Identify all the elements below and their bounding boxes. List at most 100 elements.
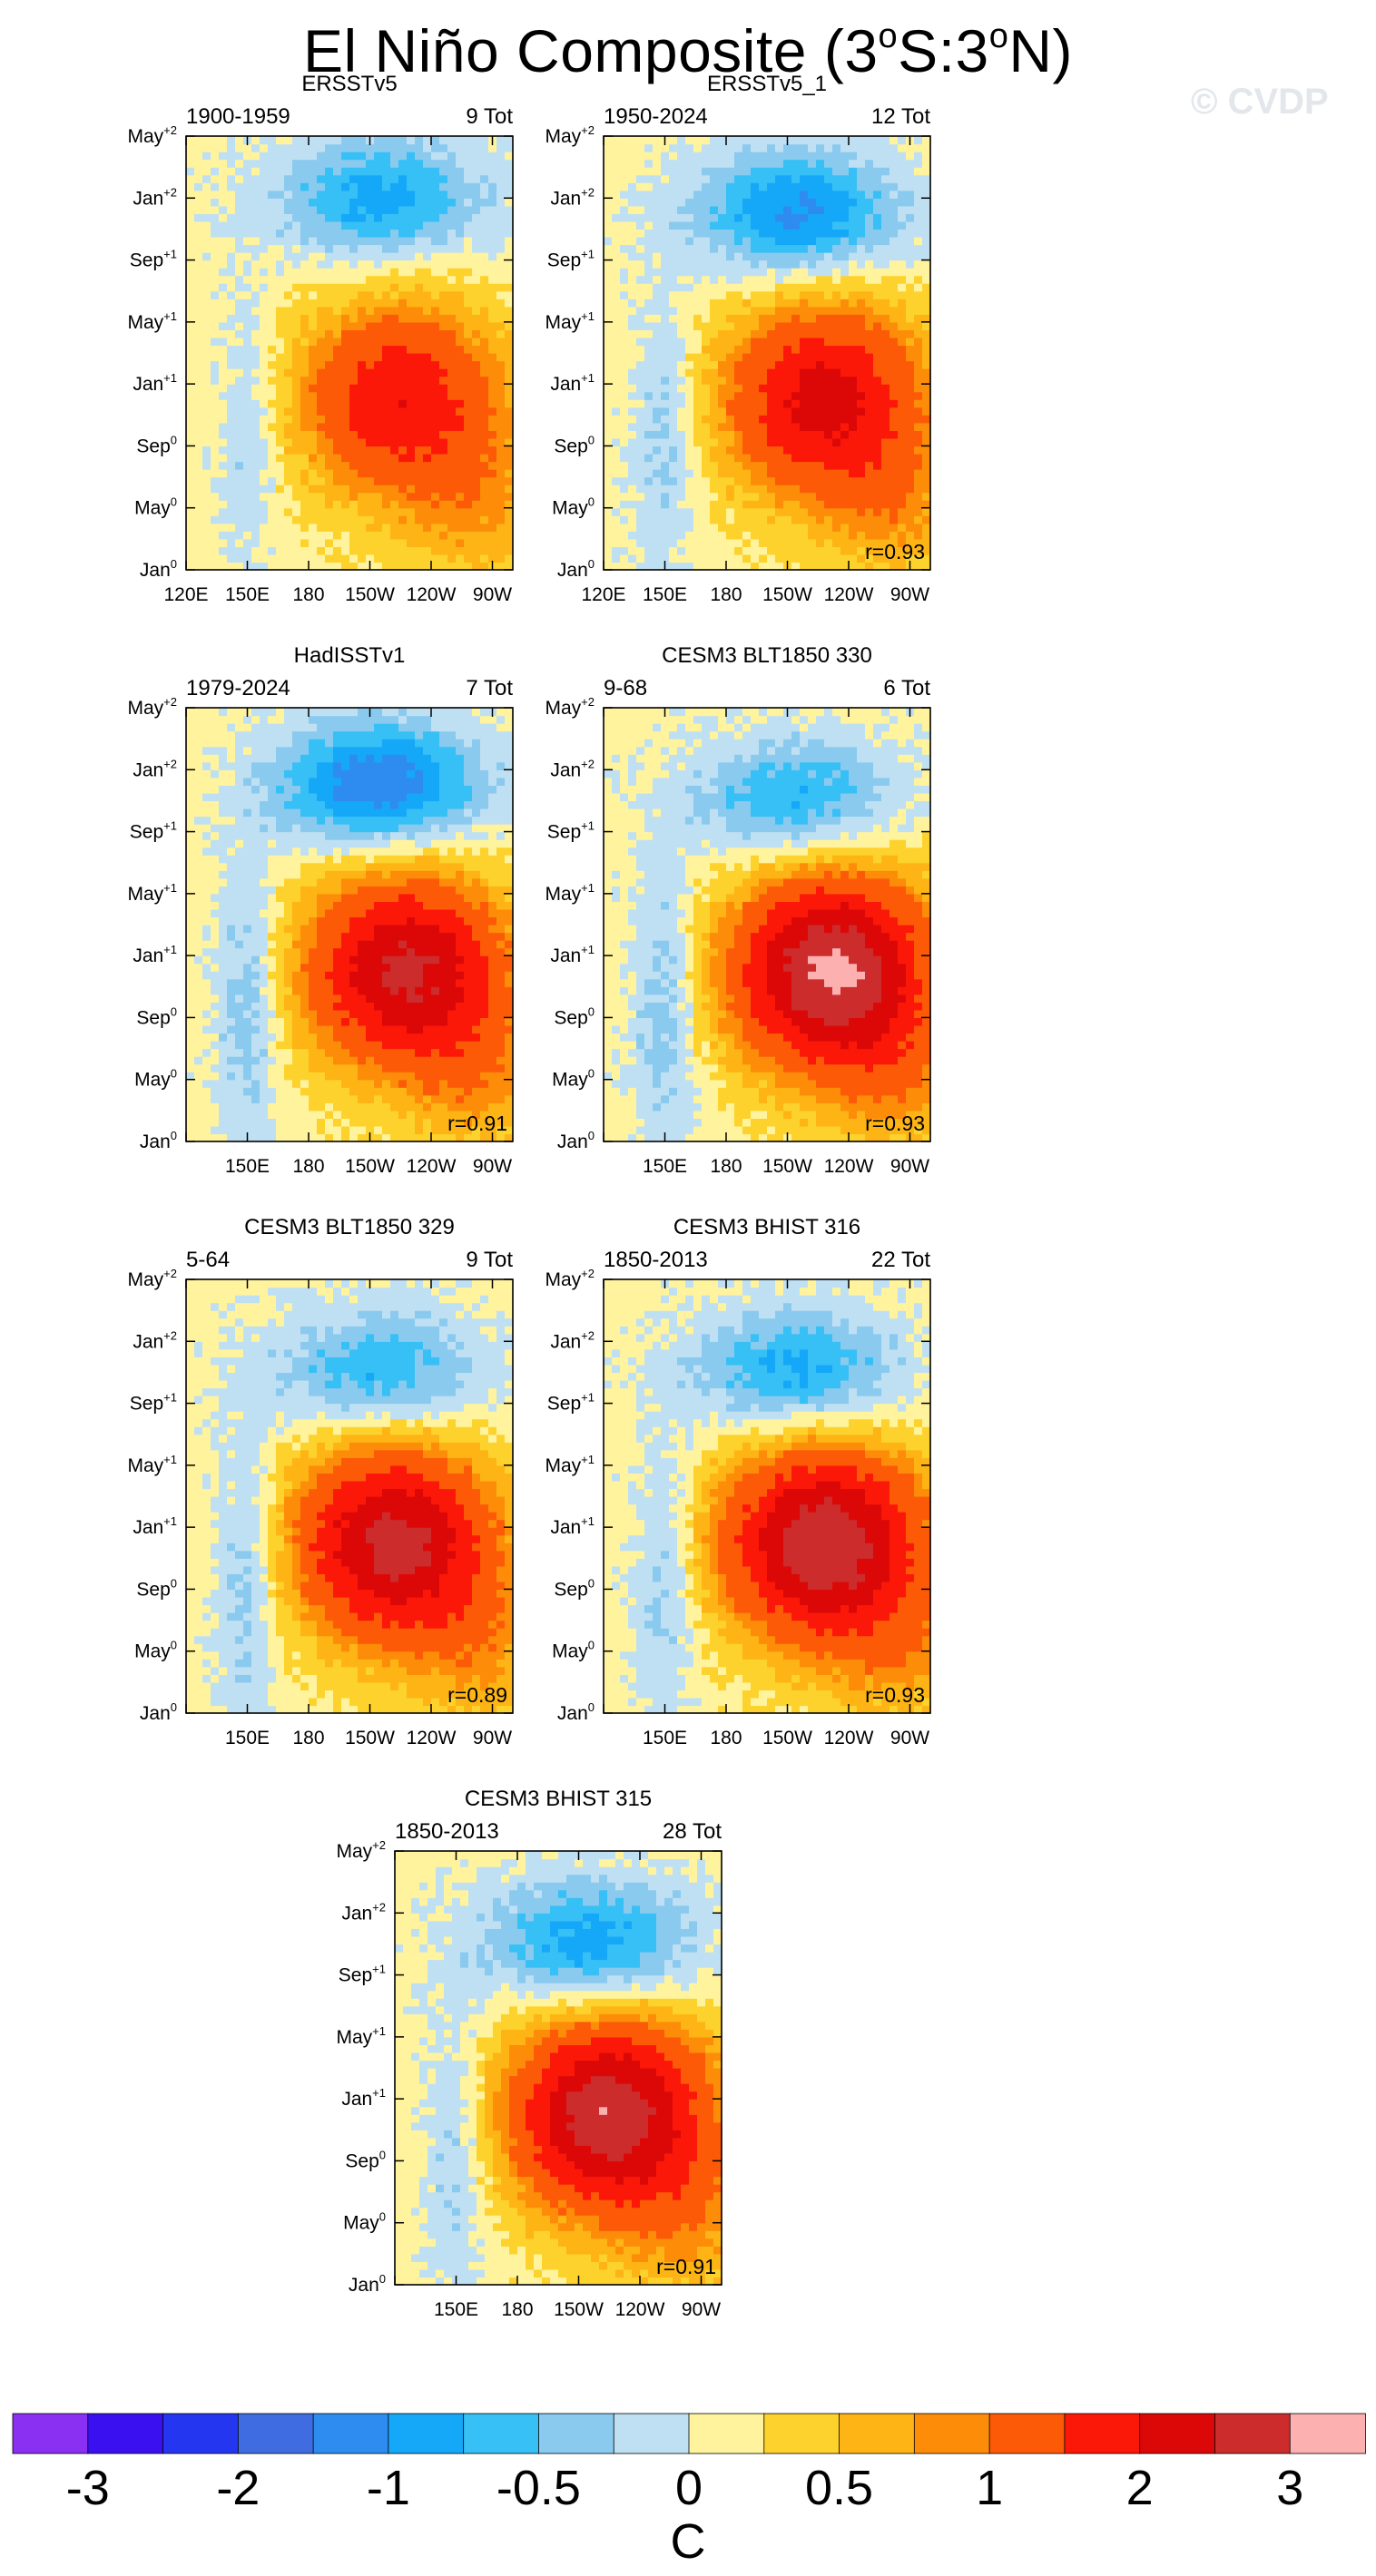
heatmap-cell — [906, 476, 915, 485]
heatmap-cell — [751, 492, 760, 501]
heatmap-cell — [268, 275, 277, 284]
heatmap-cell — [472, 321, 481, 330]
heatmap-cell — [767, 399, 776, 408]
heatmap-cell — [456, 399, 465, 408]
heatmap-cell — [873, 306, 882, 315]
heatmap-cell — [644, 376, 654, 385]
heatmap-cell — [677, 167, 686, 176]
heatmap-cell — [235, 152, 244, 161]
heatmap-cell — [767, 461, 776, 470]
heatmap-cell — [881, 268, 890, 277]
heatmap-cell — [341, 430, 350, 439]
heatmap-cell — [718, 492, 727, 501]
heatmap-cell — [325, 167, 334, 176]
heatmap-cell — [202, 345, 211, 354]
heatmap-cell — [211, 901, 220, 910]
heatmap-cell — [341, 182, 350, 191]
heatmap-cell — [653, 190, 662, 199]
heatmap-cell — [808, 236, 817, 246]
heatmap-cell — [742, 453, 752, 463]
heatmap-cell — [791, 553, 801, 563]
heatmap-cell — [685, 244, 694, 253]
heatmap-cell — [718, 198, 727, 207]
heatmap-cell — [300, 391, 310, 400]
heatmap-cell — [677, 260, 686, 269]
heatmap-cell — [358, 205, 367, 214]
heatmap-cell — [235, 360, 244, 369]
heatmap-cell — [889, 391, 899, 400]
heatmap-cell — [734, 275, 743, 284]
heatmap-cell — [211, 306, 220, 315]
heatmap-cell — [496, 159, 506, 168]
heatmap-cell — [693, 422, 703, 431]
heatmap-cell — [268, 136, 277, 145]
heatmap-cell — [742, 430, 752, 439]
heatmap-cell — [194, 538, 203, 547]
heatmap-cell — [612, 198, 621, 207]
heatmap-cell — [857, 562, 866, 571]
heatmap-cell — [325, 360, 334, 369]
heatmap-cell — [341, 476, 350, 485]
heatmap-cell — [325, 531, 334, 540]
heatmap-cell — [186, 523, 195, 532]
heatmap-cell — [333, 182, 342, 191]
heatmap-cell — [849, 283, 858, 292]
heatmap-cell — [227, 862, 236, 871]
heatmap-cell — [317, 275, 326, 284]
heatmap-cell — [382, 329, 391, 338]
heatmap-cell — [227, 785, 236, 794]
heatmap-cell — [186, 1041, 195, 1050]
heatmap-cell — [276, 500, 285, 509]
heatmap-cell — [439, 299, 448, 308]
heatmap-cell — [914, 337, 923, 347]
heatmap-cell — [726, 290, 735, 299]
heatmap-cell — [718, 469, 727, 478]
heatmap-cell — [423, 360, 432, 369]
heatmap-cell — [366, 143, 375, 152]
heatmap-cell — [325, 174, 334, 183]
heatmap-cell — [202, 337, 211, 347]
heatmap-cell — [718, 321, 727, 330]
heatmap-cell — [309, 415, 318, 424]
heatmap-cell — [309, 523, 318, 532]
heatmap-cell — [620, 515, 629, 524]
heatmap-cell — [661, 376, 670, 385]
heatmap-cell — [415, 469, 424, 478]
heatmap-cell — [726, 345, 735, 354]
heatmap-cell — [456, 446, 465, 455]
heatmap-cell — [464, 422, 473, 431]
heatmap-cell — [824, 415, 833, 424]
heatmap-cell — [767, 345, 776, 354]
y-tick-label: Sep+1 — [547, 248, 595, 271]
heatmap-cell — [480, 174, 489, 183]
heatmap-cell — [636, 538, 645, 547]
heatmap-cell — [349, 167, 359, 176]
heatmap-cell — [791, 531, 801, 540]
heatmap-cell — [431, 174, 440, 183]
heatmap-cell — [251, 507, 260, 516]
heatmap-cell — [382, 399, 391, 408]
heatmap-cell — [227, 437, 236, 447]
heatmap-cell — [300, 469, 310, 478]
heatmap-cell — [628, 360, 637, 369]
heatmap-cell — [235, 492, 244, 501]
heatmap-cell — [653, 290, 662, 299]
heatmap-cell — [505, 406, 514, 416]
heatmap-cell — [480, 244, 489, 253]
heatmap-cell — [767, 360, 776, 369]
heatmap-cell — [415, 376, 424, 385]
heatmap-cell — [849, 360, 858, 369]
heatmap-cell — [620, 422, 629, 431]
heatmap-cell — [300, 437, 310, 447]
heatmap-cell — [309, 198, 318, 207]
heatmap-cell — [398, 283, 408, 292]
heatmap-cell — [186, 986, 195, 995]
heatmap-cell — [751, 546, 760, 555]
heatmap-cell — [398, 213, 408, 222]
heatmap-cell — [612, 406, 621, 416]
heatmap-cell — [726, 446, 735, 455]
heatmap-cell — [358, 399, 367, 408]
heatmap-cell — [849, 213, 858, 222]
heatmap-cell — [702, 152, 711, 161]
heatmap-cell — [423, 136, 432, 145]
